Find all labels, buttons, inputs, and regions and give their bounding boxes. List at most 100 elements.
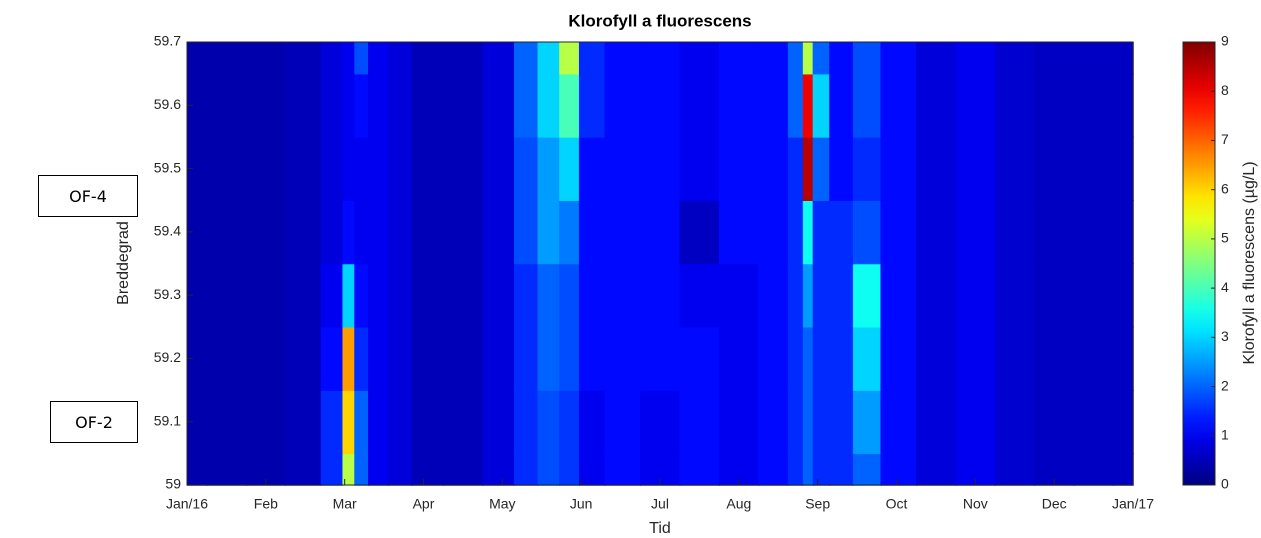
contour-cell: [1034, 389, 1075, 455]
contour-cell: [354, 263, 370, 328]
contour-cell: [787, 263, 804, 328]
contour-cell: [852, 389, 882, 455]
contour-cell: [578, 136, 606, 201]
contour-cell: [559, 263, 580, 328]
contour-cell: [320, 73, 344, 138]
contour-cell: [368, 263, 389, 328]
contour-cell: [679, 326, 720, 391]
contour-cell: [411, 199, 444, 265]
contour-cell: [342, 326, 356, 391]
y-tick-label: 59.5: [154, 159, 181, 175]
annotation: OF-4: [38, 175, 138, 217]
contour-cell: [482, 199, 515, 265]
y-tick-label: 59.2: [154, 349, 181, 365]
contour-cell: [354, 389, 370, 455]
contour-cell: [559, 41, 580, 75]
contour-cell: [718, 41, 760, 75]
contour-cell: [245, 263, 287, 328]
contour-cell: [482, 263, 515, 328]
contour-cell: [679, 389, 720, 455]
contour-cell: [206, 199, 247, 265]
contour-cell: [342, 199, 356, 265]
contour-cell: [387, 389, 413, 455]
contour-cell: [411, 453, 444, 486]
contour-cell: [915, 326, 957, 391]
contour-cell: [387, 453, 413, 486]
contour-cell: [802, 199, 814, 265]
contour-cell: [758, 389, 789, 455]
contour-cell: [1073, 41, 1115, 75]
contour-cell: [758, 73, 789, 138]
contour-cell: [320, 326, 344, 391]
x-tick-label: Oct: [886, 496, 908, 512]
contour-cell: [679, 263, 720, 328]
contour-cell: [802, 453, 814, 486]
contour-cell: [513, 326, 539, 391]
contour-cell: [679, 41, 720, 75]
contour-cell: [994, 389, 1036, 455]
contour-cell: [245, 199, 287, 265]
contour-cell: [718, 136, 760, 201]
contour-cell: [880, 73, 917, 138]
contour-cell: [955, 73, 996, 138]
contour-cell: [994, 326, 1036, 391]
contour-cell: [513, 453, 539, 486]
contour-cell: [387, 263, 413, 328]
contour-cell: [245, 389, 287, 455]
contour-cell: [880, 263, 917, 328]
contour-cell: [285, 199, 322, 265]
contour-cell: [880, 453, 917, 486]
contour-cell: [513, 136, 539, 201]
contour-cell: [787, 73, 804, 138]
x-axis-label: Tid: [649, 520, 671, 537]
contour-cell: [787, 41, 804, 75]
contour-cell: [640, 389, 681, 455]
contour-cell: [411, 326, 444, 391]
contour-cell: [679, 199, 720, 265]
contour-cell: [679, 73, 720, 138]
colorbar-label: Klorofyll a fluorescens (µg/L): [1241, 161, 1258, 364]
contour-cell: [513, 263, 539, 328]
contour-cell: [320, 136, 344, 201]
contour-cell: [955, 41, 996, 75]
contour-cell: [285, 73, 322, 138]
contour-cell: [640, 199, 681, 265]
contour-cell: [604, 41, 642, 75]
contour-cell: [1073, 136, 1115, 201]
x-tick-label: Jan/17: [1112, 496, 1154, 512]
contour-cell: [387, 326, 413, 391]
contour-cell: [285, 136, 322, 201]
contour-cell: [1034, 199, 1075, 265]
contour-cell: [955, 136, 996, 201]
contour-cell: [915, 199, 957, 265]
contour-cell: [559, 389, 580, 455]
contour-cell: [955, 199, 996, 265]
contour-cell: [812, 263, 831, 328]
contour-cell: [1073, 389, 1115, 455]
contour-cell: [354, 326, 370, 391]
contour-cell: [994, 136, 1036, 201]
contour-cell: [812, 326, 831, 391]
contour-cell: [604, 453, 642, 486]
contour-cell: [537, 136, 561, 201]
contour-cell: [758, 41, 789, 75]
x-tick-label: Sep: [805, 496, 830, 512]
contour-cell: [442, 263, 484, 328]
contour-cell: [354, 41, 370, 75]
colorbar-tick-label: 5: [1221, 230, 1229, 246]
colorbar-tick-label: 7: [1221, 131, 1229, 147]
contour-cell: [387, 199, 413, 265]
contour-cell: [812, 199, 831, 265]
contour-cell: [880, 41, 917, 75]
contour-cell: [802, 263, 814, 328]
contour-field: [186, 41, 1134, 486]
contour-cell: [994, 41, 1036, 75]
y-tick-label: 59: [165, 476, 181, 492]
contour-cell: [880, 136, 917, 201]
contour-cell: [852, 263, 882, 328]
contour-cell: [1034, 263, 1075, 328]
contour-cell: [1073, 199, 1115, 265]
contour-cell: [915, 73, 957, 138]
contour-cell: [812, 73, 831, 138]
